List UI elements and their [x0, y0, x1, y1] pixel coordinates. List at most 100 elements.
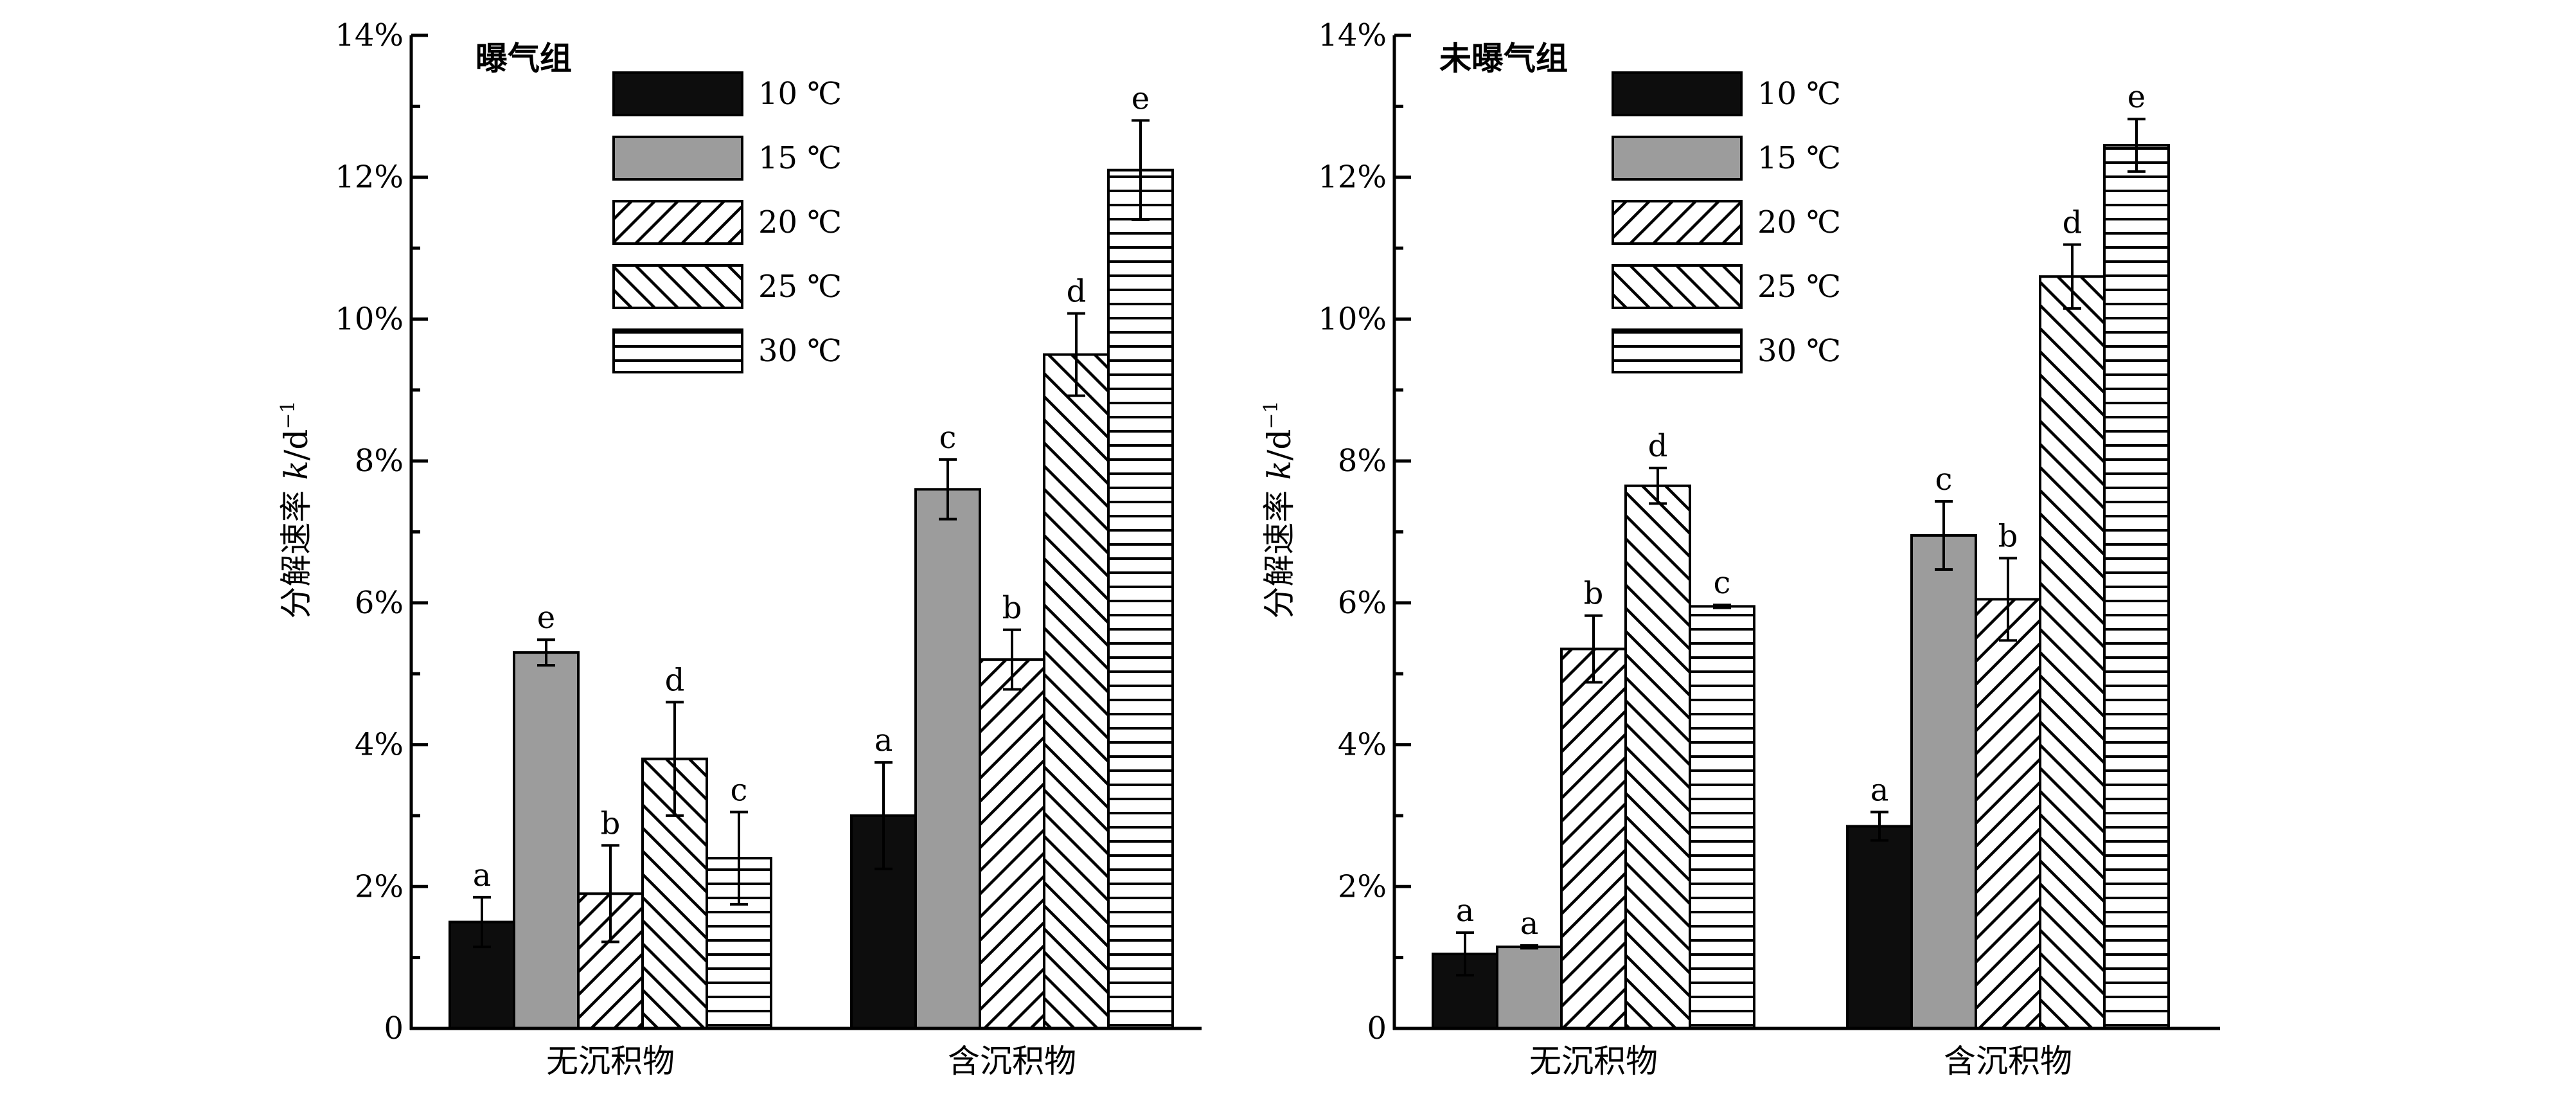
- significance-letter-15-no-sediment: a: [1520, 906, 1539, 942]
- error-bar-10-sediment: [875, 761, 893, 870]
- panel-title: 曝气组: [475, 39, 572, 77]
- chart-panel-non-aerated: 分解速率 k/d−1 0 2% 4% 6% 8% 10% 12% 14% a a b d c a c b d e…: [1260, 17, 2220, 1080]
- x-category-label: 含沉积物: [948, 1043, 1076, 1080]
- x-category-label: 无沉积物: [1529, 1043, 1658, 1080]
- legend-label-25: 25 ℃: [758, 269, 842, 305]
- legend-swatch-20: [612, 200, 743, 245]
- y-axis-label: 分解速率 k/d−1: [1260, 400, 1298, 618]
- significance-letter-20-sediment: b: [1998, 518, 2018, 554]
- error-bar-20-sediment: [1003, 628, 1021, 691]
- y-tick-label: 2%: [1338, 868, 1387, 904]
- error-bar-25-no-sediment: [1649, 467, 1667, 505]
- significance-letter-25-sediment: d: [2063, 205, 2083, 241]
- bar-25-sediment: [1043, 353, 1110, 1030]
- y-tick-label: 2%: [355, 868, 404, 904]
- bar-20-sediment: [979, 658, 1045, 1030]
- error-bar-30-no-sediment: [730, 811, 748, 906]
- error-bar-15-no-sediment: [1520, 944, 1538, 950]
- significance-letter-30-sediment: e: [1132, 80, 1150, 116]
- significance-letter-15-sediment: c: [939, 420, 957, 456]
- significance-letter-20-no-sediment: b: [1584, 576, 1604, 612]
- legend-label-20: 20 ℃: [758, 204, 842, 240]
- bar-15-sediment: [1910, 534, 1977, 1030]
- error-bar-25-sediment: [2063, 243, 2081, 310]
- error-bar-15-sediment: [1935, 500, 1953, 571]
- legend-label-30: 30 ℃: [1757, 333, 1841, 369]
- error-bar-15-no-sediment: [537, 638, 555, 667]
- y-tick-label: 8%: [355, 443, 404, 479]
- significance-letter-20-sediment: b: [1002, 590, 1022, 626]
- y-tick-label: 6%: [1338, 585, 1387, 621]
- y-axis-label: 分解速率 k/d−1: [277, 400, 315, 618]
- legend-label-15: 15 ℃: [758, 140, 842, 176]
- y-tick-label: 12%: [1318, 159, 1387, 195]
- chart-panel-aerated: 分解速率 k/d−1 0 2% 4% 6% 8% 10% 12% 14% a e b d c a c b d e…: [277, 17, 1202, 1080]
- legend-swatch-30: [612, 328, 743, 373]
- svg-text:分解速率 k/d−1: 分解速率 k/d−1: [1260, 400, 1298, 618]
- y-tick-label: 4%: [355, 727, 404, 763]
- error-bar-20-no-sediment: [601, 844, 619, 944]
- significance-letter-10-sediment: a: [875, 722, 893, 758]
- y-tick-label: 10%: [1318, 301, 1387, 337]
- y-tick-label: 0: [1367, 1010, 1387, 1046]
- legend-label-30: 30 ℃: [758, 333, 842, 369]
- y-tick-label: 14%: [1318, 17, 1387, 53]
- legend-swatch-25: [1612, 264, 1743, 309]
- legend-swatch-25: [612, 264, 743, 309]
- significance-letter-10-no-sediment: a: [1456, 893, 1475, 929]
- y-tick-label: 4%: [1338, 727, 1387, 763]
- error-bar-25-no-sediment: [666, 701, 684, 817]
- significance-letter-25-no-sediment: d: [1648, 428, 1668, 464]
- error-bar-10-no-sediment: [1456, 931, 1474, 977]
- significance-letter-30-sediment: e: [2127, 79, 2145, 115]
- bar-20-no-sediment: [1560, 647, 1627, 1030]
- bar-25-no-sediment: [1624, 484, 1691, 1030]
- error-bar-30-sediment: [2127, 118, 2145, 173]
- legend-label-10: 10 ℃: [1757, 76, 1841, 112]
- error-bar-10-sediment: [1870, 811, 1888, 842]
- significance-letter-10-no-sediment: a: [473, 857, 492, 893]
- y-tick-label: 12%: [335, 159, 404, 195]
- bar-15-sediment: [914, 488, 981, 1030]
- error-bar-15-sediment: [939, 458, 957, 521]
- significance-letter-25-sediment: d: [1067, 274, 1087, 310]
- bar-25-sediment: [2039, 275, 2106, 1030]
- error-bar-10-no-sediment: [473, 895, 491, 949]
- y-tick-label: 8%: [1338, 443, 1387, 479]
- y-tick-label: 6%: [355, 585, 404, 621]
- legend-label-15: 15 ℃: [1757, 140, 1841, 176]
- legend-swatch-10: [1612, 71, 1743, 116]
- legend-swatch-10: [612, 71, 743, 116]
- legend-swatch-15: [1612, 136, 1743, 181]
- legend-label-20: 20 ℃: [1757, 204, 1841, 240]
- legend-swatch-15: [612, 136, 743, 181]
- bar-15-no-sediment: [1496, 946, 1563, 1030]
- significance-letter-30-no-sediment: c: [1714, 565, 1731, 601]
- legend-label-10: 10 ℃: [758, 76, 842, 112]
- svg-text:分解速率 k/d−1: 分解速率 k/d−1: [277, 400, 315, 618]
- bar-10-sediment: [1846, 825, 1913, 1030]
- error-bar-25-sediment: [1067, 312, 1085, 397]
- error-bar-30-no-sediment: [1713, 604, 1731, 609]
- significance-letter-30-no-sediment: c: [731, 772, 748, 808]
- error-bar-20-sediment: [1999, 557, 2017, 642]
- legend-swatch-30: [1612, 328, 1743, 373]
- y-tick-label: 14%: [335, 17, 404, 53]
- bar-30-sediment: [1107, 168, 1174, 1030]
- x-category-label: 无沉积物: [546, 1043, 675, 1080]
- legend-swatch-20: [1612, 200, 1743, 245]
- bar-30-no-sediment: [1689, 605, 1755, 1030]
- y-tick-label: 10%: [335, 301, 404, 337]
- bar-30-sediment: [2103, 144, 2170, 1030]
- y-tick-label: 0: [384, 1010, 404, 1046]
- significance-letter-20-no-sediment: b: [601, 805, 621, 841]
- x-category-label: 含沉积物: [1944, 1043, 2072, 1080]
- error-bar-20-no-sediment: [1585, 614, 1603, 684]
- bar-20-sediment: [1975, 598, 2041, 1030]
- significance-letter-25-no-sediment: d: [665, 662, 685, 698]
- error-bar-30-sediment: [1132, 119, 1150, 221]
- panel-title: 未曝气组: [1439, 39, 1568, 77]
- significance-letter-10-sediment: a: [1870, 772, 1889, 808]
- bar-15-no-sediment: [513, 651, 580, 1030]
